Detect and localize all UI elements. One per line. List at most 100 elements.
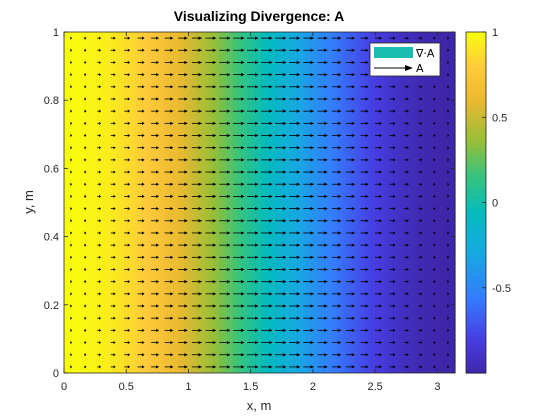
vector-arrow [275,340,287,345]
vector-arrow [205,365,217,369]
heatmap-cell [220,32,225,373]
colorbar-segment [466,202,486,207]
vector-arrow [178,97,188,101]
vector-arrow [360,231,369,235]
vector-arrow [110,36,116,40]
vector-arrow [331,292,342,296]
heatmap-cell [181,32,185,373]
vector-arrow [205,182,217,186]
heatmap-cell [250,32,255,373]
colorbar-segment [466,69,486,74]
vector-arrow [289,280,301,284]
vector-arrow [275,304,287,308]
colorbar-segment [466,72,486,77]
colorbar-segment [466,76,486,81]
vector-arrow [375,133,382,138]
vector-arrow [317,109,328,113]
heatmap-cell [304,32,309,373]
vector-arrow [375,109,382,113]
vector-arrow [289,170,301,174]
vector-arrow [205,255,217,259]
vector-arrow [331,304,342,308]
vector-arrow [289,243,301,247]
colorbar-segment [466,226,486,231]
vector-arrow [219,231,231,235]
vector-arrow [137,121,145,125]
vector-arrow [260,85,273,89]
vector-arrow [137,255,145,259]
vector-arrow [447,60,450,65]
vector-arrow [247,85,259,89]
vector-arrow [303,340,315,345]
colorbar-segment [466,263,486,268]
vector-arrow [433,85,436,89]
vector-arrow [346,353,355,357]
vector-arrow [260,316,273,320]
vector-arrow [447,97,450,101]
vector-arrow [404,353,409,357]
vector-arrow [275,73,287,77]
vector-arrow [164,243,174,247]
vector-arrow [219,316,231,320]
vector-arrow [418,280,423,284]
vector-arrow [289,267,301,272]
vector-arrow [205,316,217,320]
vector-arrow [360,36,369,40]
heatmap-cell [85,32,89,373]
vector-arrow [233,48,245,52]
colorbar-segment [466,253,486,258]
vector-arrow [447,48,450,52]
vector-arrow [275,328,287,332]
vector-arrow [317,48,328,52]
colorbar-segment [466,185,486,190]
vector-arrow [360,194,369,199]
heatmap-cell [82,32,86,373]
vector-arrow [70,255,73,259]
colorbar-segment [466,175,486,180]
vector-arrow [191,133,203,138]
vector-arrow [219,48,231,52]
vector-arrow [331,353,342,357]
vector-arrow [418,146,423,150]
heatmap-cell [190,32,194,373]
vector-arrow [191,194,203,199]
vector-arrow [84,231,87,235]
vector-arrow [275,365,287,369]
heatmap-cell [391,32,396,373]
vector-arrow [331,85,342,89]
vector-arrow [137,146,145,150]
vector-arrow [178,133,188,138]
heatmap-cell [364,32,369,373]
vector-arrow [178,158,188,162]
vector-arrow [289,328,301,332]
vector-arrow [317,182,328,186]
vector-arrow [404,231,409,235]
vector-arrow [375,328,382,332]
vector-arrow [289,316,301,320]
vector-arrow [260,231,273,235]
vector-arrow [70,85,73,89]
vector-arrow [375,280,382,284]
vector-arrow [151,60,160,65]
y-tick-label: 0 [53,368,59,380]
vector-arrow [331,97,342,101]
vector-arrow [418,194,423,199]
vector-arrow [317,353,328,357]
colorbar-segment [466,212,486,217]
heatmap-cell [94,32,98,373]
vector-arrow [164,292,174,296]
vector-arrow [233,194,245,199]
vector-arrow [124,328,131,332]
heatmap-cell [307,32,312,373]
vector-arrow [70,243,73,247]
vector-arrow [375,182,382,186]
vector-arrow [233,146,245,150]
vector-arrow [360,182,369,186]
vector-arrow [447,219,450,223]
vector-arrow [404,267,409,272]
vector-arrow [219,133,231,138]
vector-arrow [303,316,315,320]
vector-arrow [191,231,203,235]
vector-arrow [110,255,116,259]
heatmap-cell [163,32,167,373]
